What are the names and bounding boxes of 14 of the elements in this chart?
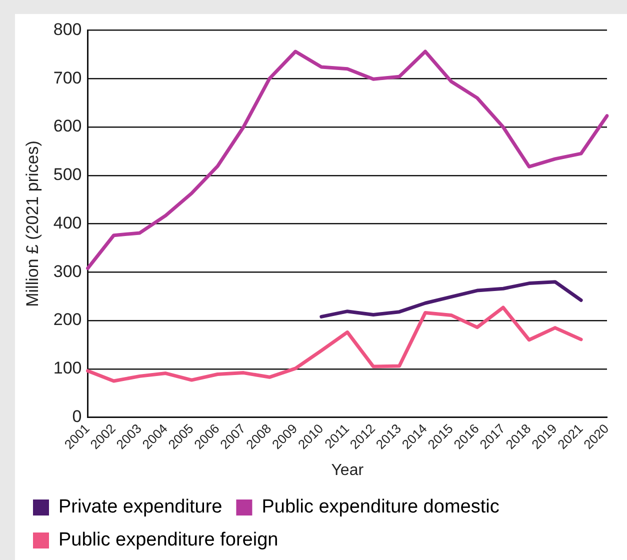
legend-label: Public expenditure foreign <box>58 530 278 551</box>
y-tick-label: 500 <box>53 165 82 184</box>
legend-label: Private expenditure <box>58 496 222 518</box>
legend-label: Public expenditure domestic <box>262 496 500 518</box>
x-axis-title: Year <box>331 462 364 479</box>
y-tick-label: 200 <box>53 310 82 330</box>
y-tick-label: 100 <box>53 358 82 378</box>
y-tick-label: 800 <box>53 20 82 39</box>
y-tick-label: 300 <box>53 262 82 281</box>
y-tick-label: 700 <box>53 68 82 88</box>
y-tick-label: 400 <box>53 213 82 232</box>
y-tick-label: 600 <box>53 116 82 136</box>
y-tick-label: 0 <box>72 407 82 426</box>
y-axis-title: Million £ (2021 prices) <box>22 140 42 307</box>
